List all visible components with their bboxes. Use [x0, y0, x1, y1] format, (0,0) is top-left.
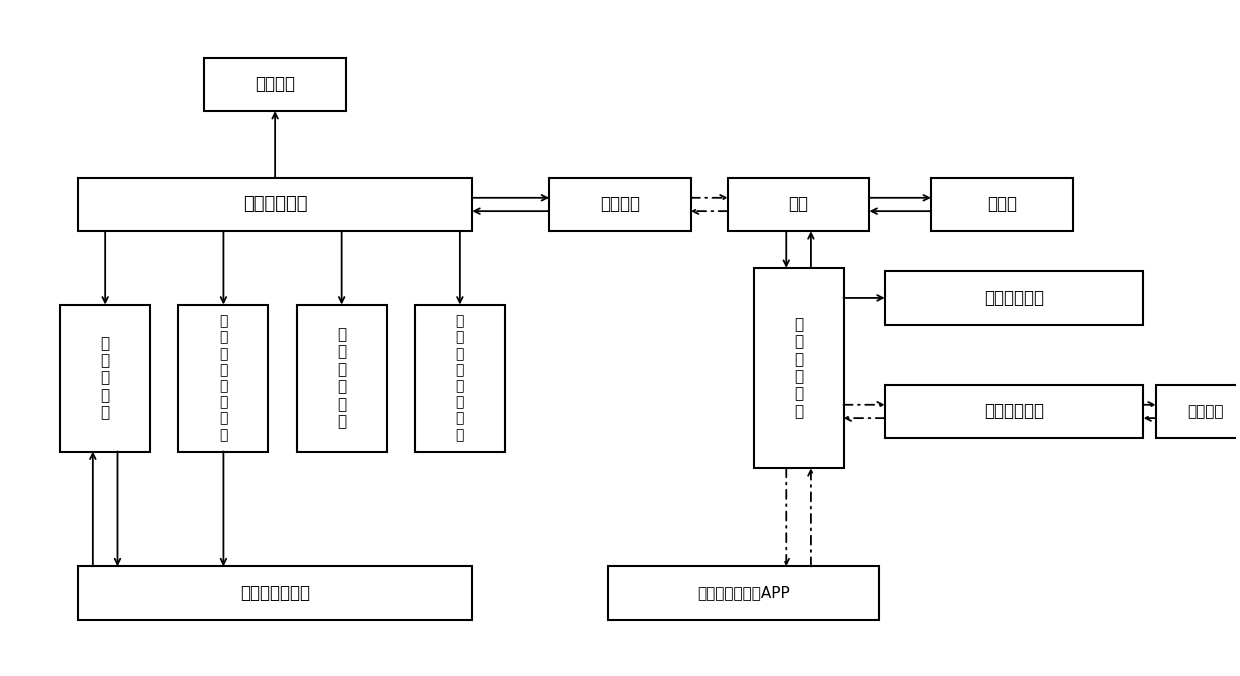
Text: 主机: 主机 — [789, 195, 808, 214]
Text: 传
感
器
组
件: 传 感 器 组 件 — [100, 336, 109, 420]
Bar — [754, 268, 843, 468]
Text: 变压器及其附件: 变压器及其附件 — [241, 584, 310, 602]
Text: 信息处理模块: 信息处理模块 — [243, 195, 308, 214]
Bar — [296, 305, 387, 452]
Bar — [78, 566, 472, 620]
Text: 通讯模块: 通讯模块 — [600, 195, 640, 214]
Bar — [885, 271, 1143, 324]
Bar — [931, 178, 1073, 231]
Text: 控
制
输
出
功
能
模
块: 控 制 输 出 功 能 模 块 — [219, 314, 228, 441]
Bar — [549, 178, 691, 231]
Bar — [179, 305, 268, 452]
Bar — [608, 566, 879, 620]
Text: 售后服务系统: 售后服务系统 — [985, 402, 1044, 420]
Bar — [728, 178, 869, 231]
Bar — [205, 57, 346, 111]
Text: 异
常
警
示
功
能
模
块: 异 常 警 示 功 能 模 块 — [455, 314, 464, 441]
Bar — [415, 305, 505, 452]
Text: 应
用
服
务
平
台: 应 用 服 务 平 台 — [794, 317, 804, 419]
Bar — [78, 178, 472, 231]
Text: 保
护
功
能
模
块: 保 护 功 能 模 块 — [337, 327, 346, 429]
Bar — [1156, 385, 1240, 438]
Bar — [61, 305, 150, 452]
Text: 售后人员: 售后人员 — [1187, 404, 1224, 419]
Text: 数据库: 数据库 — [987, 195, 1017, 214]
Bar — [885, 385, 1143, 438]
Text: 显示模块: 显示模块 — [255, 75, 295, 93]
Text: 移动设备客户端APP: 移动设备客户端APP — [697, 585, 790, 600]
Text: 产品管理平台: 产品管理平台 — [985, 289, 1044, 307]
